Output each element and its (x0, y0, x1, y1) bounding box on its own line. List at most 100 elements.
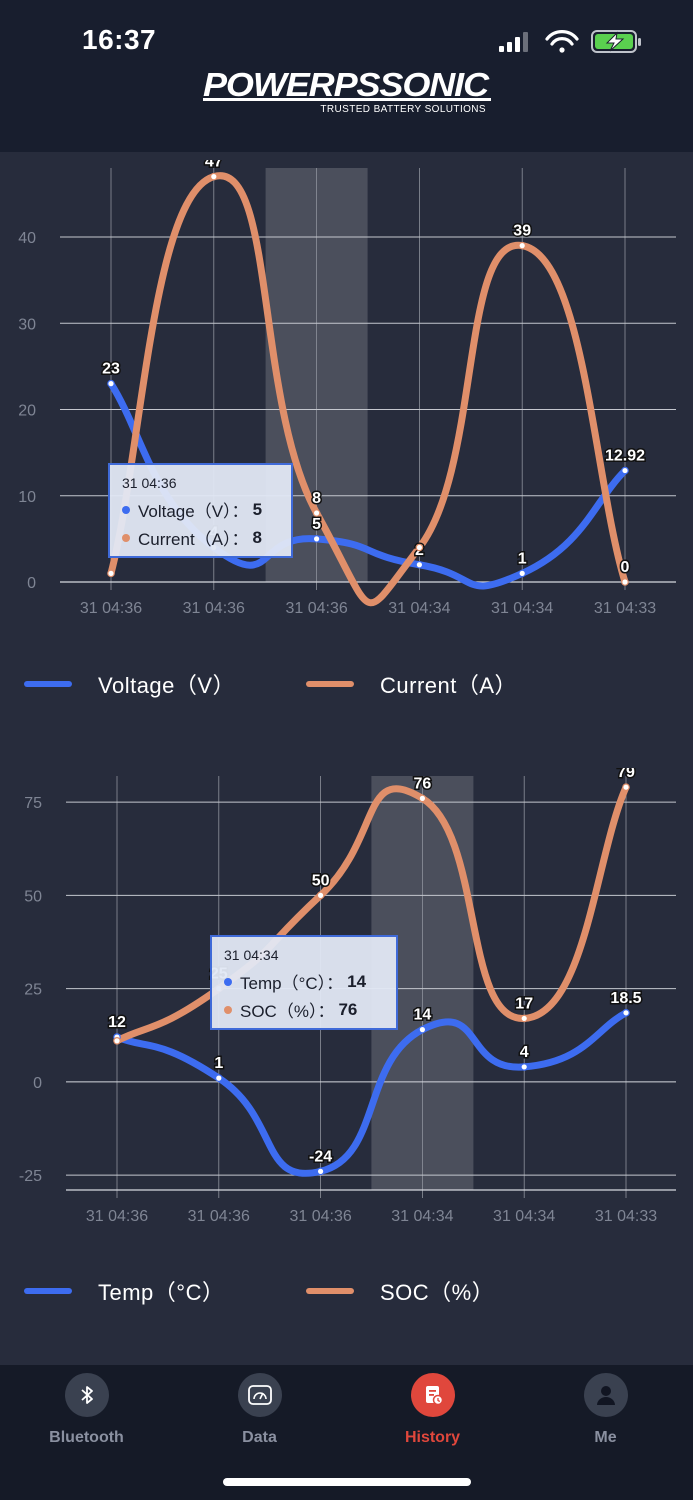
data-point (520, 1063, 529, 1071)
tooltip-row-temp: Temp（°C）： 14 (224, 969, 384, 994)
cellular-signal-icon (499, 32, 528, 52)
x-tick-label: 31 04:36 (289, 1208, 351, 1225)
data-point (520, 1014, 529, 1023)
data-label: 17 (515, 995, 533, 1012)
bottom-tab-bar: Bluetooth Data History (0, 1365, 693, 1500)
legend-label: SOC（%） (380, 1280, 495, 1305)
data-point (415, 560, 424, 569)
data-label: 12 (108, 1014, 126, 1031)
legend-soc[interactable]: SOC（%） (306, 1271, 494, 1311)
chart1-tooltip: 31 04:36 Voltage（V）： 5 Current（A）： 8 (108, 463, 293, 558)
data-point (113, 1037, 121, 1045)
tab-label: Me (594, 1429, 617, 1446)
legend-temp[interactable]: Temp（°C） (24, 1271, 224, 1311)
y-tick-label: 10 (18, 489, 36, 506)
x-tick-label: 31 04:36 (80, 600, 142, 617)
x-tick-label: 31 04:36 (86, 1208, 148, 1225)
data-label: 39 (513, 223, 531, 240)
y-tick-label: 40 (18, 230, 36, 247)
tab-label: Data (242, 1429, 277, 1446)
tooltip-label: SOC（%）： (240, 1002, 335, 1021)
gauge-icon (237, 1373, 282, 1417)
y-tick-label: 50 (24, 888, 42, 905)
data-label: 0 (621, 559, 630, 576)
tooltip-value: 5 (252, 499, 263, 519)
data-point (415, 543, 424, 552)
data-point (621, 578, 629, 586)
data-point (622, 1009, 630, 1017)
x-tick-label: 31 04:36 (188, 1208, 250, 1225)
data-point (215, 1074, 223, 1082)
tooltip-row-current: Current（A）： 8 (122, 525, 279, 550)
y-tick-label: -25 (19, 1168, 42, 1185)
data-label: -24 (309, 1148, 332, 1165)
data-point (312, 535, 321, 543)
data-label: 8 (312, 490, 321, 507)
app-header: 16:37 POWERPSSONIC TRUSTED BATTERY SOLUT… (0, 0, 693, 152)
data-label: 47 (205, 160, 223, 171)
data-point (107, 379, 115, 388)
tooltip-label: Temp（°C）： (240, 974, 344, 993)
data-label: 4 (520, 1044, 529, 1061)
home-indicator[interactable] (223, 1478, 471, 1486)
data-label: 18.5 (610, 990, 641, 1007)
chart2-tooltip: 31 04:34 Temp（°C）： 14 SOC（%）： 76 (210, 935, 398, 1030)
data-label: 50 (312, 872, 330, 889)
data-label: 23 (102, 361, 120, 378)
x-tick-label: 31 04:34 (388, 600, 450, 617)
data-label: 79 (617, 768, 635, 781)
x-tick-label: 31 04:36 (285, 600, 347, 617)
data-point (518, 569, 527, 578)
y-tick-label: 75 (24, 795, 42, 812)
voltage-current-chart[interactable]: 0 10 20 30 40 31 04:36 31 04:36 31 04:36 31 04:3… (0, 152, 693, 625)
y-tick-label: 0 (33, 1075, 42, 1092)
tooltip-time: 31 04:34 (224, 947, 279, 963)
data-label: 5 (312, 516, 321, 533)
x-tick-label: 31 04:33 (595, 1208, 657, 1225)
tab-label: Bluetooth (49, 1429, 124, 1446)
tooltip-value: 8 (252, 527, 262, 547)
data-point (312, 509, 321, 517)
tab-label: History (404, 1429, 461, 1446)
tooltip-row-soc: SOC（%）： 76 (224, 997, 384, 1022)
tooltip-label: Current（A）： (138, 530, 249, 549)
status-icons (499, 30, 641, 53)
tab-history[interactable]: History (346, 1373, 519, 1447)
data-point (210, 172, 218, 181)
logo-wordmark: POWERPSSONIC (203, 66, 490, 103)
wifi-icon (545, 30, 579, 53)
tooltip-label: Voltage（V）： (138, 502, 249, 521)
tooltip-time: 31 04:36 (122, 475, 177, 491)
tab-me[interactable]: Me (519, 1373, 692, 1447)
tooltip-row-voltage: Voltage（V）： 5 (122, 497, 279, 522)
x-tick-label: 31 04:36 (183, 600, 245, 617)
chart2-legend: Temp（°C） SOC（%） (0, 1271, 693, 1311)
x-tick-label: 31 04:33 (594, 600, 656, 617)
tab-data[interactable]: Data (173, 1373, 346, 1447)
tab-bluetooth[interactable]: Bluetooth (0, 1373, 173, 1447)
legend-label: Temp（°C） (98, 1280, 225, 1305)
data-label: 1 (214, 1055, 223, 1072)
legend-current[interactable]: Current（A） (306, 664, 517, 704)
data-label: 14 (414, 1007, 432, 1024)
data-point (316, 891, 325, 900)
x-tick-label: 31 04:34 (491, 600, 553, 617)
x-tick-label: 31 04:34 (391, 1208, 453, 1225)
y-tick-label: 30 (18, 316, 36, 333)
logo-tagline: TRUSTED BATTERY SOLUTIONS (320, 104, 486, 115)
series-line-1 (107, 172, 629, 607)
y-tick-label: 0 (27, 575, 36, 592)
data-label: 12.92 (605, 448, 645, 465)
battery-charging-icon (591, 30, 641, 53)
chart1-legend: Voltage（V） Current（A） (0, 664, 693, 704)
data-point (418, 794, 427, 803)
legend-label: Voltage（V） (98, 673, 236, 698)
data-point (418, 1025, 427, 1034)
legend-voltage[interactable]: Voltage（V） (24, 664, 235, 704)
tooltip-value: 14 (347, 971, 367, 991)
data-point (107, 569, 115, 578)
y-tick-label: 20 (18, 403, 36, 420)
data-point (316, 1167, 325, 1176)
data-point (622, 783, 630, 791)
